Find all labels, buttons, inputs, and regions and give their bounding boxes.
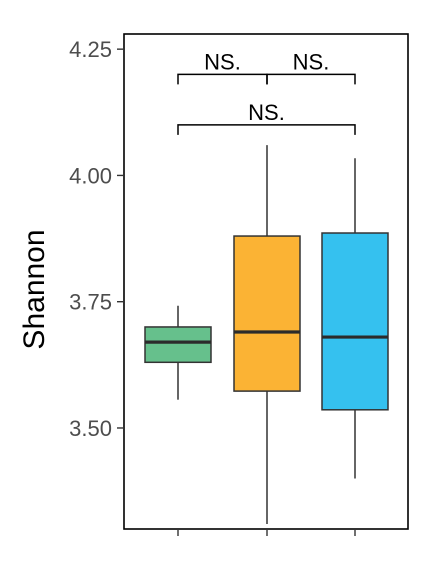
significance-label: NS. — [248, 100, 285, 125]
box — [144, 326, 212, 364]
box — [233, 235, 301, 392]
y-tick-label: 3.50 — [69, 416, 112, 441]
significance-bracket — [266, 73, 356, 85]
significance-label: NS. — [293, 49, 330, 74]
box — [321, 232, 389, 411]
y-tick-label: 4.00 — [69, 163, 112, 188]
y-axis-title: Shannon — [18, 229, 51, 349]
significance-bracket — [177, 73, 268, 85]
significance-label: NS. — [204, 49, 241, 74]
plot-panel — [123, 33, 409, 530]
significance-bracket — [177, 124, 356, 135]
y-tick-label: 3.75 — [69, 290, 112, 315]
y-tick-label: 4.25 — [69, 37, 112, 62]
